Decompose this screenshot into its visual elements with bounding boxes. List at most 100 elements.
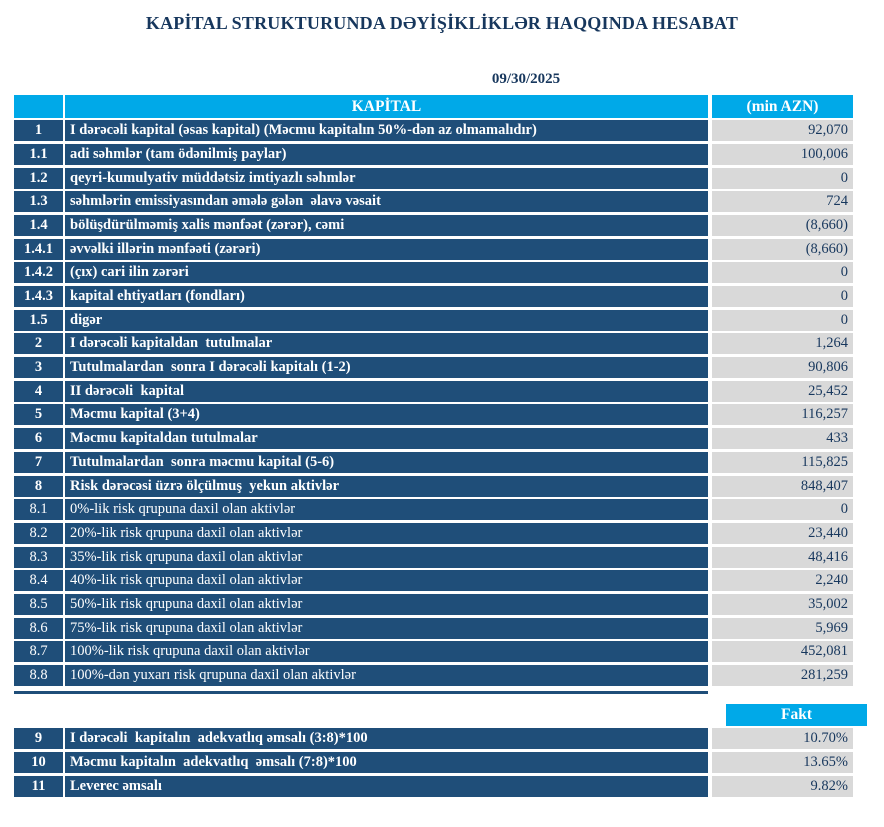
row-value: 0 (712, 499, 853, 521)
row-number: 11 (14, 775, 63, 797)
row-value: 724 (712, 191, 853, 213)
row-label: Tutulmalardan sonra I dərəcəli kapitalı … (65, 357, 708, 379)
row-number: 1 (14, 120, 63, 142)
row-number: 1.4 (14, 214, 63, 236)
table-row: 6 Məcmu kapitaldan tutulmalar 433 (14, 428, 853, 450)
row-label: bölüşdürülməmiş xalis mənfəət (zərər), c… (65, 214, 708, 236)
table-row: 8.5 50%-lik risk qrupuna daxil olan aktiv… (14, 593, 853, 615)
row-label: II dərəcəli kapital (65, 380, 708, 402)
row-label: qeyri-kumulyativ müddətsiz imtiyazlı səh… (65, 167, 708, 189)
table-row: 8.6 75%-lik risk qrupuna daxil olan aktiv… (14, 617, 853, 639)
row-number: 4 (14, 380, 63, 402)
row-number: 1.5 (14, 309, 63, 331)
row-number: 1.1 (14, 143, 63, 165)
row-number: 8.8 (14, 665, 63, 686)
row-number: 8.6 (14, 617, 63, 639)
row-number: 1.4.3 (14, 286, 63, 307)
table-row: 1.4.1 əvvəlki illərin mənfəəti (zərəri) (8… (14, 238, 853, 260)
row-value: 25,452 (712, 380, 853, 402)
header-kapital: KAPİTAL (65, 95, 708, 118)
table-row: 8.3 35%-lik risk qrupuna daxil olan aktiv… (14, 546, 853, 568)
table-row: 1.4.2 (çıx) cari ilin zərəri 0 (14, 262, 853, 284)
row-value: 452,081 (712, 641, 853, 663)
row-number: 10 (14, 751, 63, 773)
row-value: (8,660) (712, 214, 853, 236)
row-value: 90,806 (712, 357, 853, 379)
report-date: 09/30/2025 (491, 71, 561, 87)
table-row: 7 Tutulmalardan sonra məcmu kapital (5-6)… (14, 451, 853, 473)
row-value: 2,240 (712, 570, 853, 592)
row-label: 40%-lik risk qrupuna daxil olan aktivlər (65, 570, 708, 592)
row-value: 115,825 (712, 451, 853, 473)
row-value: 100,006 (712, 143, 853, 165)
row-number: 8.3 (14, 546, 63, 568)
row-number: 2 (14, 333, 63, 355)
row-value: 0 (712, 309, 853, 331)
row-label: Məcmu kapitaldan tutulmalar (65, 428, 708, 450)
table-row: 1.3 səhmlərin emissiyasından əmələ gələn … (14, 191, 853, 213)
row-label: 100%-dən yuxarı risk qrupuna daxil olan … (65, 665, 708, 686)
table-row: 8.8 100%-dən yuxarı risk qrupuna daxil ol… (14, 665, 853, 686)
table-row: 1.5 digər 0 (14, 309, 853, 331)
row-value: (8,660) (712, 238, 853, 260)
header-unit: (min AZN) (712, 95, 853, 118)
table-row: 11 Leverec əmsalı 9.82% (14, 775, 853, 797)
row-label: 50%-lik risk qrupuna daxil olan aktivlər (65, 593, 708, 615)
row-value: 5,969 (712, 617, 853, 639)
row-label: (çıx) cari ilin zərəri (65, 262, 708, 284)
row-number: 3 (14, 357, 63, 379)
fakt-header: Fakt (726, 704, 867, 726)
row-value: 281,259 (712, 665, 853, 686)
row-label: Tutulmalardan sonra məcmu kapital (5-6) (65, 451, 708, 473)
row-number: 1.2 (14, 167, 63, 189)
row-label: səhmlərin emissiyasından əmələ gələn əla… (65, 191, 708, 213)
row-label: 100%-lik risk qrupuna daxil olan aktivlə… (65, 641, 708, 663)
row-label: 0%-lik risk qrupuna daxil olan aktivlər (65, 499, 708, 521)
row-number: 6 (14, 428, 63, 450)
row-number: 8.5 (14, 593, 63, 615)
row-value: 9.82% (712, 775, 853, 797)
row-label: I dərəcəli kapital (əsas kapital) (Məcmu… (65, 120, 708, 142)
header-empty-cell (14, 95, 63, 118)
row-label: 20%-lik risk qrupuna daxil olan aktivlər (65, 522, 708, 544)
row-label: adi səhmlər (tam ödənilmiş paylar) (65, 143, 708, 165)
row-label: kapital ehtiyatları (fondları) (65, 286, 708, 307)
table-row: 8.2 20%-lik risk qrupuna daxil olan aktiv… (14, 522, 853, 544)
row-number: 1.3 (14, 191, 63, 213)
row-number: 8.1 (14, 499, 63, 521)
row-value: 0 (712, 167, 853, 189)
row-label: I dərəcəli kapitalın adekvatlıq əmsalı (… (65, 728, 708, 750)
row-value: 23,440 (712, 522, 853, 544)
table-bottom-rule (14, 691, 708, 694)
row-label: 35%-lik risk qrupuna daxil olan aktivlər (65, 546, 708, 568)
row-number: 8.2 (14, 522, 63, 544)
table-row: 1.4 bölüşdürülməmiş xalis mənfəət (zərər)… (14, 214, 853, 236)
row-value: 92,070 (712, 120, 853, 142)
table-row: 8.7 100%-lik risk qrupuna daxil olan akti… (14, 641, 853, 663)
table-row: 8.4 40%-lik risk qrupuna daxil olan aktiv… (14, 570, 853, 592)
table-row: 10 Məcmu kapitalın adekvatlıq əmsalı (7:8… (14, 751, 853, 773)
row-value: 13.65% (712, 751, 853, 773)
row-label: I dərəcəli kapitaldan tutulmalar (65, 333, 708, 355)
row-value: 433 (712, 428, 853, 450)
row-label: Məcmu kapitalın adekvatlıq əmsalı (7:8)*… (65, 751, 708, 773)
row-number: 7 (14, 451, 63, 473)
row-label: Risk dərəcəsi üzrə ölçülmuş yekun aktivl… (65, 475, 708, 497)
table-header-row: KAPİTAL (min AZN) (14, 95, 853, 118)
table-row: 1.4.3 kapital ehtiyatları (fondları) 0 (14, 286, 853, 307)
table-row: 8.1 0%-lik risk qrupuna daxil olan aktivl… (14, 499, 853, 521)
row-value: 48,416 (712, 546, 853, 568)
row-value: 0 (712, 286, 853, 307)
row-label: əvvəlki illərin mənfəəti (zərəri) (65, 238, 708, 260)
row-number: 1.4.1 (14, 238, 63, 260)
row-label: Məcmu kapital (3+4) (65, 404, 708, 426)
table-row: 1.2 qeyri-kumulyativ müddətsiz imtiyazlı … (14, 167, 853, 189)
row-value: 848,407 (712, 475, 853, 497)
